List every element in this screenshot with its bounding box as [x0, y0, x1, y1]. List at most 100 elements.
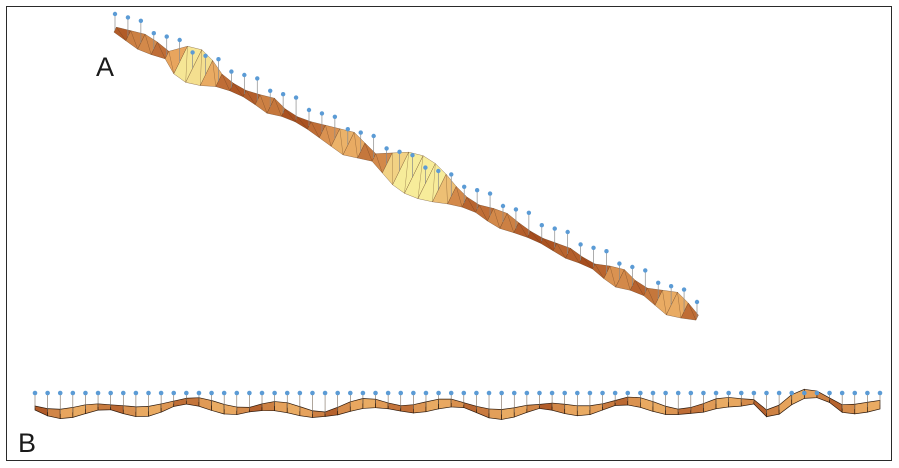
vertex-marker: [297, 390, 303, 396]
ribbon-a-hatch: [582, 256, 593, 270]
vertex-marker: [410, 153, 415, 158]
ribbon-b-segment: [665, 405, 679, 415]
ribbon-b-segment: [337, 401, 351, 416]
ribbon-b-segment: [690, 403, 704, 414]
vertex-marker: [776, 390, 782, 396]
ribbon-a-hatch: [185, 46, 188, 83]
ribbon-b-segment: [122, 405, 137, 418]
vertex-marker: [332, 114, 338, 120]
vertex-marker: [487, 191, 493, 196]
vertex-marker: [138, 18, 144, 23]
vertex-marker: [158, 390, 164, 396]
vertex-marker: [591, 245, 596, 250]
ribbon-b-segment: [160, 400, 175, 413]
ribbon-b-segment: [362, 398, 376, 409]
ribbon-a-hatch: [404, 152, 410, 194]
panel-a-label: A: [96, 52, 115, 82]
ribbon-b-segment: [34, 405, 48, 417]
vertex-marker: [827, 390, 832, 396]
vertex-marker: [177, 37, 182, 43]
ribbon-b-segment: [652, 401, 666, 415]
vertex-marker: [221, 390, 227, 396]
ribbon-a-hatch: [543, 238, 554, 251]
vertex-marker: [565, 229, 570, 235]
ribbon-b-segment: [640, 397, 654, 412]
ribbon-b-segment: [324, 406, 339, 417]
vertex-marker: [234, 390, 240, 396]
vertex-marker: [617, 261, 622, 266]
ribbon-b-segment: [274, 401, 288, 414]
ribbon-b-segment: [135, 406, 149, 417]
vertex-marker: [562, 390, 568, 396]
ribbon-a-hatch: [233, 83, 244, 97]
ribbon-b-segment: [867, 400, 881, 413]
ribbon-a-hatch: [556, 243, 566, 259]
vertex-marker: [347, 390, 353, 396]
vertex-marker: [259, 390, 265, 396]
ribbon-b-segment: [627, 396, 641, 408]
vertex-marker: [371, 133, 376, 139]
ribbon-a-hatch: [662, 290, 667, 315]
vertex-marker: [203, 53, 208, 58]
ribbon-a-hatch: [624, 269, 631, 291]
ribbon-b-segment: [576, 405, 591, 417]
ribbon-a-hatch: [445, 174, 448, 204]
ribbon-b-segment: [413, 401, 427, 414]
vertex-marker: [255, 76, 260, 81]
ribbon-b-segment: [59, 407, 74, 419]
ribbon-a-hatch: [432, 163, 436, 202]
ribbon-a-hatch: [364, 142, 373, 162]
vertex-marker: [537, 390, 542, 396]
vertex-marker: [411, 390, 416, 396]
ribbon-b-segment: [476, 405, 490, 419]
vertex-marker: [108, 390, 113, 396]
ribbon-b-segment: [513, 404, 528, 418]
panel-a-diagonal-ribbon: [112, 11, 700, 321]
vertex-marker: [146, 390, 151, 396]
vertex-marker: [385, 390, 391, 396]
ribbon-a-hatch: [297, 116, 308, 130]
vertex-marker: [423, 390, 429, 396]
vertex-marker: [133, 390, 139, 396]
ribbon-b-segment: [778, 393, 793, 415]
vertex-marker: [171, 390, 177, 396]
vertex-marker: [539, 223, 544, 228]
vertex-marker: [738, 390, 744, 396]
vertex-marker: [247, 390, 252, 396]
ribbon-b-segment: [438, 398, 452, 410]
ribbon-a-hatch: [168, 51, 175, 74]
vertex-marker: [32, 390, 38, 396]
ribbon-a-hatch: [157, 41, 166, 59]
ribbon-a-hatch: [339, 128, 344, 155]
vertex-marker: [112, 11, 118, 17]
panel-b-horizontal-ribbon: [32, 388, 883, 420]
ribbon-b-segment: [286, 402, 301, 417]
vertex-marker: [284, 390, 290, 396]
ribbon-a-hatch: [130, 30, 138, 50]
ribbon-a-hatch: [530, 231, 541, 244]
vertex-marker: [449, 172, 454, 177]
vertex-marker: [209, 390, 214, 396]
vertex-marker: [398, 390, 404, 396]
ribbon-b-segment: [387, 402, 402, 412]
vertex-marker: [650, 390, 656, 396]
vertex-marker: [242, 72, 247, 78]
ribbon-a-hatch: [647, 287, 656, 306]
ribbon-a-hatch: [479, 204, 488, 222]
ribbon-b-segment: [211, 400, 225, 415]
ribbon-b-segment: [223, 404, 238, 415]
ribbon-a-hatch: [677, 292, 682, 319]
vertex-marker: [164, 34, 169, 39]
vertex-marker: [462, 184, 467, 189]
ribbon-b-segment: [488, 408, 502, 420]
vertex-marker: [45, 390, 50, 396]
ribbon-b-segment: [740, 398, 755, 407]
vertex-marker: [789, 390, 795, 396]
vertex-marker: [474, 390, 479, 396]
ribbon-a-hatch: [144, 34, 152, 55]
vertex-marker: [526, 210, 532, 215]
vertex-marker: [751, 390, 757, 396]
vertex-marker: [865, 390, 870, 396]
vertex-marker: [448, 390, 454, 396]
